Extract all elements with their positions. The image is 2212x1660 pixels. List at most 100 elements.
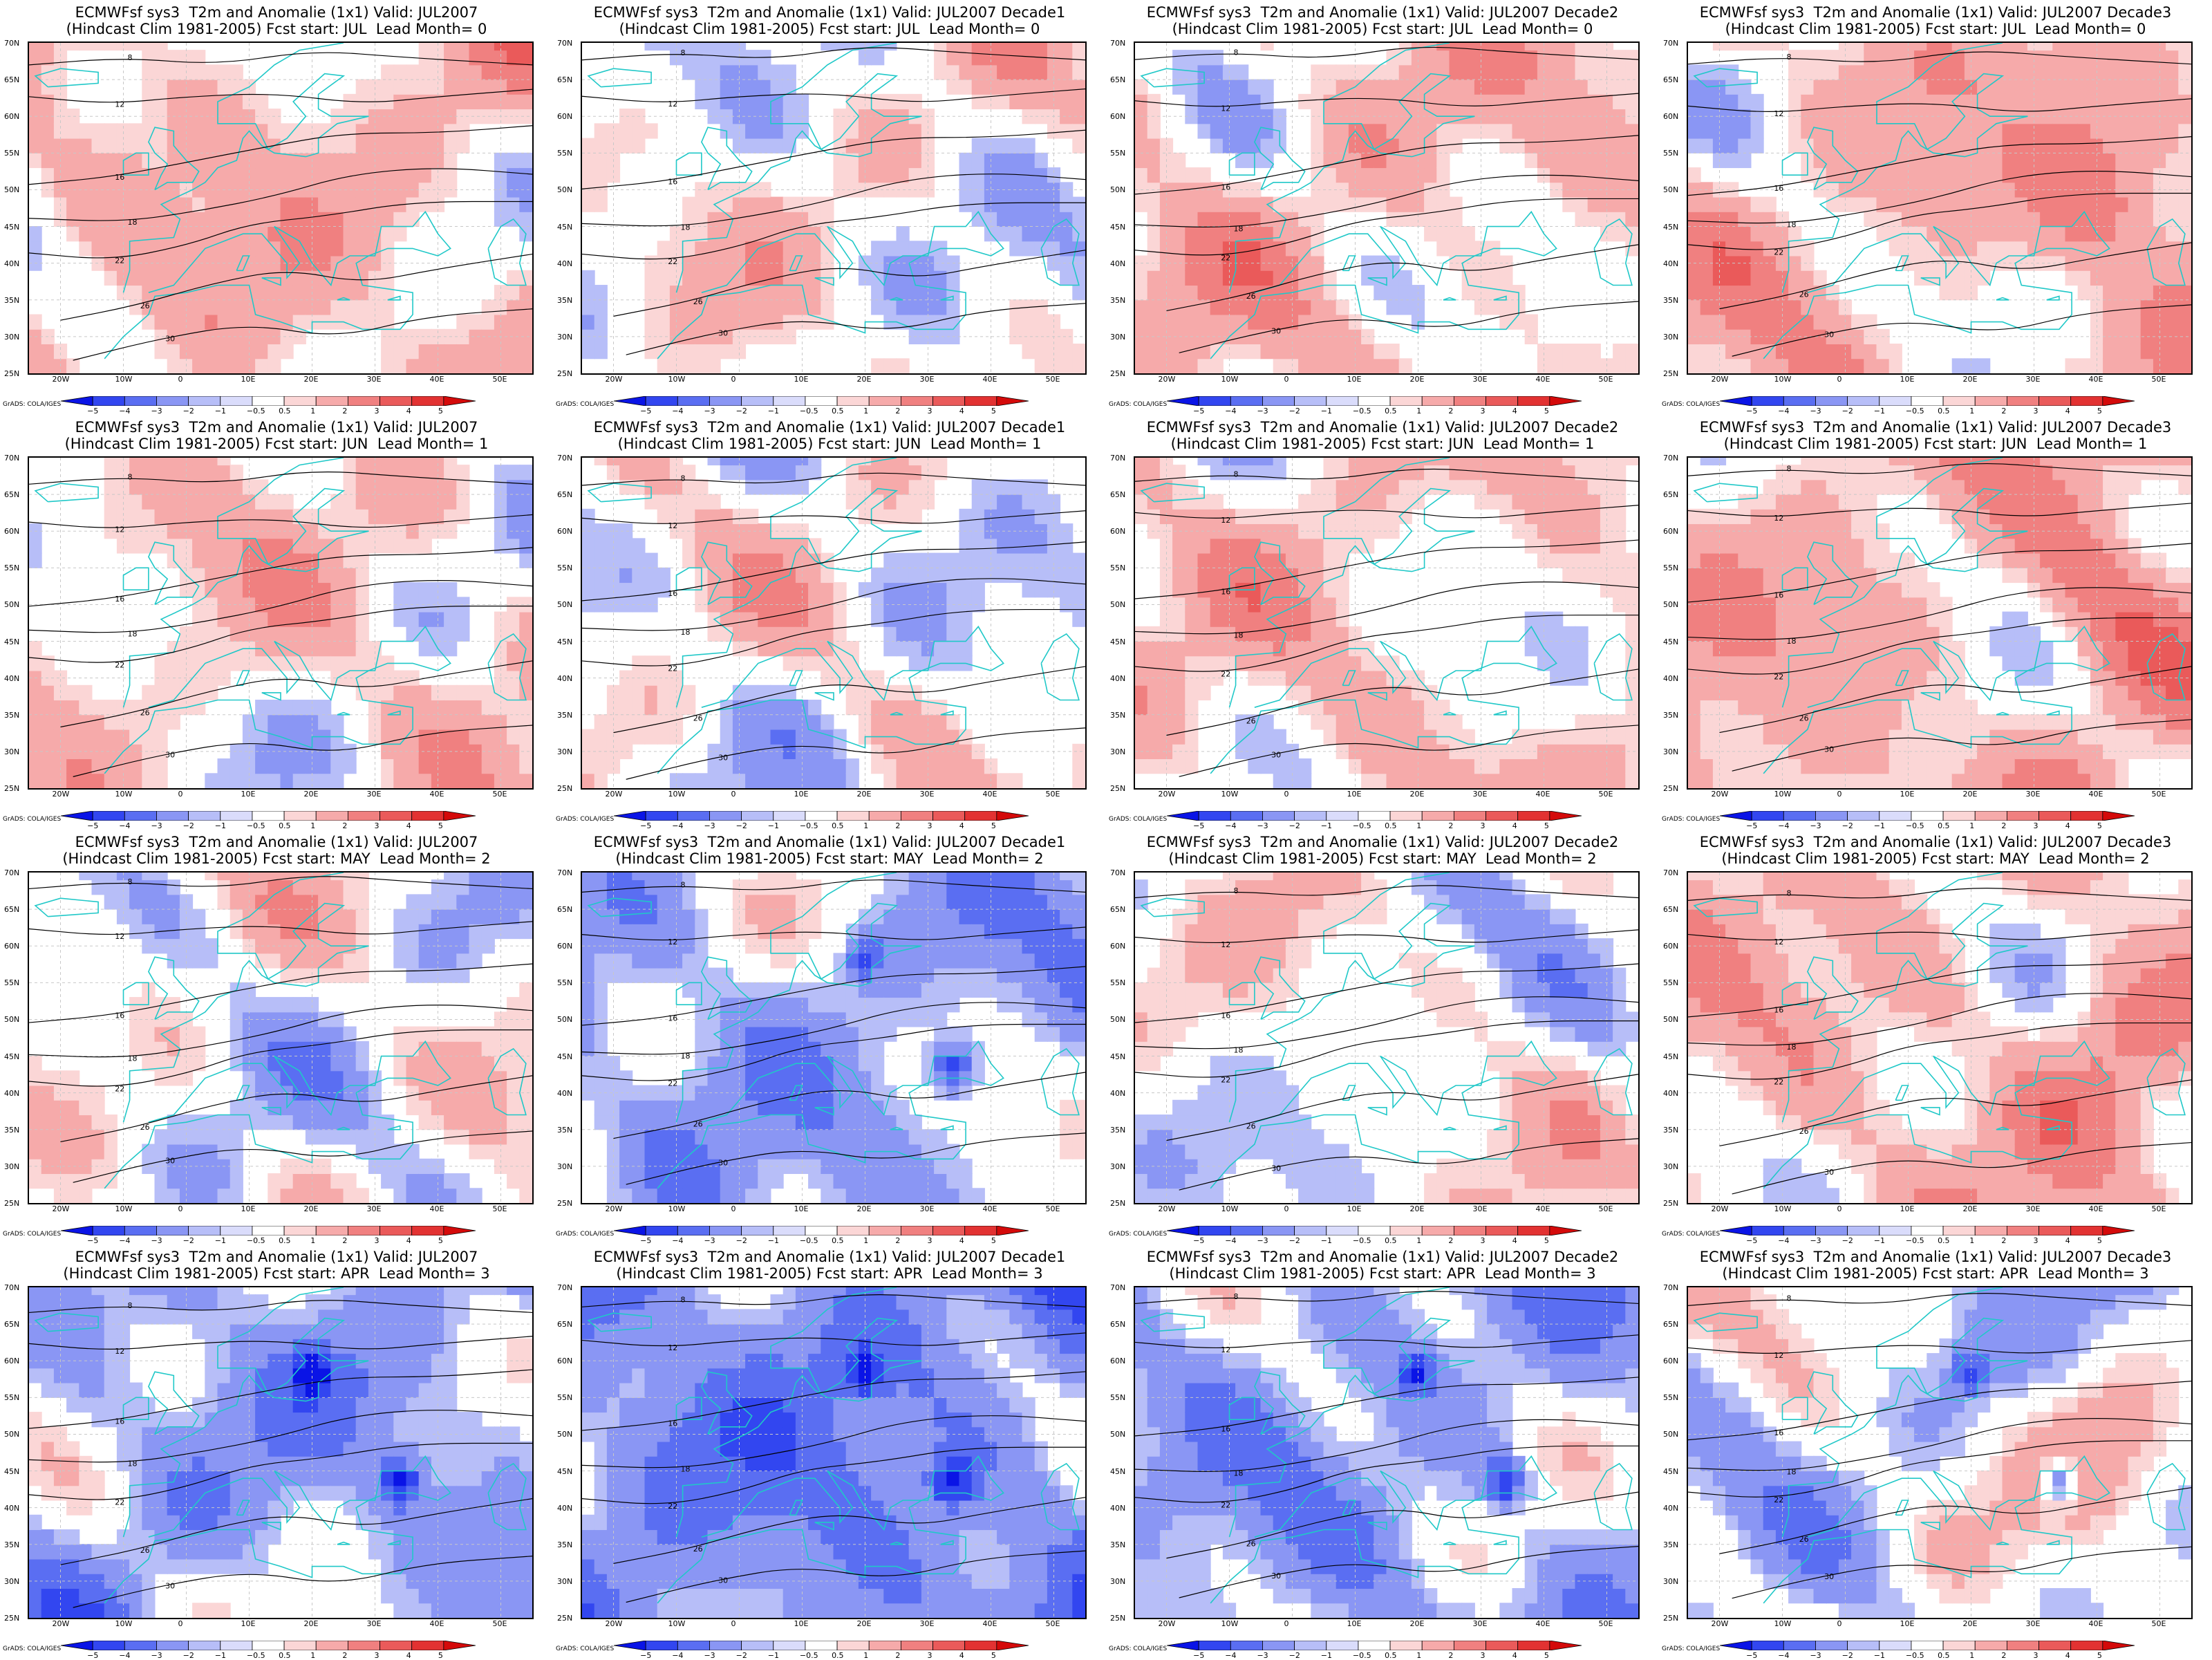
colorbar-swatch [221,811,252,821]
anomaly-field [1688,873,2191,1203]
contour-label: 18 [681,1052,691,1061]
lat-tick-label: 70N [1110,39,1125,48]
lon-tick-label: 10E [1900,1619,1915,1628]
lon-tick-label: 50E [1046,375,1060,384]
colorbar-swatch [1848,811,1880,821]
lon-tick-label: 10E [794,790,809,799]
panel-subtitle: (Hindcast Clim 1981-2005) Fcst start: JU… [553,21,1106,37]
colorbar-swatch [1943,1226,1975,1235]
contour-label: 18 [681,628,691,637]
colorbar-swatch [1199,811,1230,821]
lat-tick-label: 60N [557,1356,572,1365]
colorbar-swatch [1358,1226,1390,1235]
map-panel: ECMWFsf sys3 T2m and Anomalie (1x1) Vali… [1106,830,1659,1244]
colorbar-swatch [284,1226,316,1235]
colorbar-swatch [444,1226,476,1235]
contour-label: 8 [1234,886,1239,895]
contour-label: 18 [1787,637,1797,646]
panel-title: ECMWFsf sys3 T2m and Anomalie (1x1) Vali… [0,419,553,436]
colorbar-label: 1 [310,1651,315,1660]
lat-tick-label: 65N [4,905,19,914]
colorbar-label: 5 [438,1651,443,1660]
colorbar-swatch [1880,811,1911,821]
colorbar-swatch [93,396,124,406]
lon-tick-label: 20E [1410,1204,1425,1213]
colorbar-swatch [901,811,932,821]
colorbar-label: −1 [1321,1651,1332,1660]
colorbar-swatch [933,1641,965,1650]
lon-tick-label: 20E [1963,790,1978,799]
lon-tick-label: 30E [367,1619,382,1628]
lon-tick-label: 40E [983,1619,997,1628]
lat-tick-label: 55N [4,1393,19,1402]
colorbar-swatch [1262,396,1294,406]
lon-tick-label: 50E [1599,790,1613,799]
lat-tick-label: 60N [1663,527,1678,536]
lat-tick-label: 45N [4,1467,19,1476]
map-panel: ECMWFsf sys3 T2m and Anomalie (1x1) Vali… [0,0,553,415]
colorbar-svg [614,396,1029,406]
lat-tick-label: 45N [1110,1467,1125,1476]
colorbar-swatch [901,396,932,406]
lon-tick-label: 30E [920,790,935,799]
colorbar-swatch [646,1226,677,1235]
colorbar-swatch [1783,811,1815,821]
colorbar-svg [614,1226,1029,1235]
map-panel: ECMWFsf sys3 T2m and Anomalie (1x1) Vali… [553,0,1106,415]
contour-label: 30 [1271,1164,1281,1173]
colorbar-swatch [1327,1641,1358,1650]
colorbar-swatch [316,1226,348,1235]
lat-tick-label: 50N [1110,1015,1125,1024]
colorbar-swatch [2071,1226,2103,1235]
contour-label: 8 [681,1296,686,1305]
colorbar-swatch [1550,396,1582,406]
colorbar-swatch [869,811,901,821]
lat-tick-label: 35N [1663,1540,1678,1549]
colorbar-label: 0.5 [1938,1651,1950,1660]
panel-title: ECMWFsf sys3 T2m and Anomalie (1x1) Vali… [553,419,1106,436]
colorbar-swatch [348,811,379,821]
colorbar-swatch [156,811,188,821]
contour-label: 16 [1774,1005,1783,1014]
colorbar-swatch [1880,396,1911,406]
colorbar-label: −2 [1289,1651,1300,1660]
colorbar-swatch [997,1226,1029,1235]
contour-label: 8 [1787,889,1792,898]
contour-label: 18 [1787,1043,1797,1052]
grads-credit: GrADS: COLA/IGES [556,1645,614,1652]
lon-tick-label: 30E [367,375,382,384]
lat-tick-label: 45N [1663,223,1678,232]
colorbar-swatch [284,1641,316,1650]
lat-tick-label: 45N [1663,1052,1678,1061]
lat-tick-label: 25N [4,1614,19,1623]
contour-label: 26 [140,1546,150,1555]
lon-tick-label: 30E [920,1619,935,1628]
colorbar-swatch [1262,811,1294,821]
colorbar-swatch [156,1641,188,1650]
panel-title: ECMWFsf sys3 T2m and Anomalie (1x1) Vali… [553,834,1106,850]
lon-tick-label: 10W [1221,375,1239,384]
lat-tick-label: 50N [557,1015,572,1024]
lon-tick-label: 20W [1712,790,1729,799]
lon-tick-label: 50E [1046,1619,1060,1628]
colorbar [61,810,476,820]
lon-tick-label: 20W [606,1619,623,1628]
contour-label: 16 [1221,183,1230,192]
colorbar-swatch [124,811,156,821]
colorbar-swatch [1422,396,1454,406]
colorbar-label: −5 [1746,1651,1757,1660]
lon-tick-label: 20W [1712,1619,1729,1628]
lat-tick-label: 30N [4,333,19,342]
lon-tick-label: 0 [731,1619,736,1628]
lat-tick-label: 65N [1110,1320,1125,1329]
colorbar [1167,810,1582,820]
colorbar-swatch [901,1226,932,1235]
colorbar-swatch [837,811,869,821]
lon-tick-label: 10E [241,790,256,799]
contour-label: 26 [140,301,150,310]
lon-tick-label: 30E [2026,1619,2041,1628]
